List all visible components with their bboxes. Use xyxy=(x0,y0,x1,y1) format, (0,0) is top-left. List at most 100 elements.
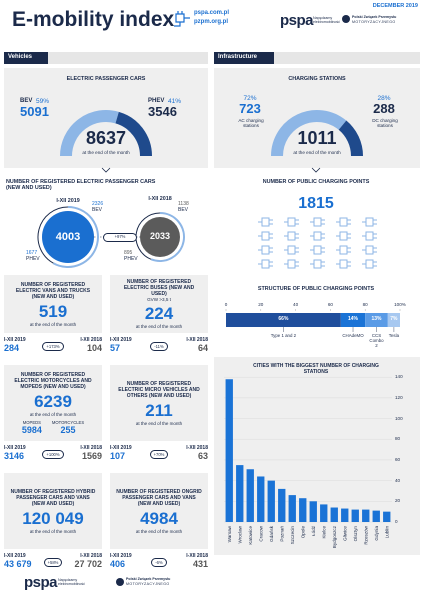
segment-name: CHAdeMO xyxy=(342,333,364,338)
plug-icon xyxy=(258,231,273,241)
x-tick-label: Bydgoszcz xyxy=(332,525,337,548)
panel-title: NUMBER OF REGISTERED ELECTRIC VANS AND T… xyxy=(15,281,91,300)
plug-icon xyxy=(284,231,299,241)
x-tick-label: Gdynia xyxy=(374,526,379,541)
change-pill: +100% xyxy=(42,450,64,459)
panel-title: CHARGING STATIONS xyxy=(288,76,346,82)
period-value: 431 xyxy=(192,559,208,569)
period-label: I-XII 2019 xyxy=(4,337,26,343)
phev-count: 1677 xyxy=(26,250,38,256)
period-value: 27 702 xyxy=(74,559,102,569)
comparison: I-XII 2019 406 -6% I-XII 2018 431 xyxy=(110,553,208,569)
gauge-segment xyxy=(271,110,347,157)
page-title: E-mobility index xyxy=(12,8,175,31)
caption: at the end of the month xyxy=(29,411,77,417)
x-tick-label: Kielce xyxy=(321,526,326,539)
plug-icon xyxy=(258,217,273,227)
period-value: 104 xyxy=(86,343,102,353)
period-label: I-XII 2018 xyxy=(186,445,208,451)
caption: at the end of the month xyxy=(29,528,77,534)
x-tick-label: Olsztyn xyxy=(353,526,358,542)
panel-subtitle: GVW >3,5 t xyxy=(147,297,171,302)
gauge-segment xyxy=(60,110,119,157)
y-tick-label: 0 xyxy=(395,519,398,524)
period: I-XII 2019 3146 xyxy=(4,445,26,461)
plug-icon xyxy=(336,231,351,241)
bar xyxy=(362,509,370,522)
period: I-XII 2018 63 xyxy=(186,445,208,461)
period-label: I-XII 2019 xyxy=(110,337,132,343)
period-label: I-XII 2018 xyxy=(148,196,172,202)
period-label: I-XII 2018 xyxy=(80,445,102,451)
legend-label: PHEV xyxy=(148,98,165,104)
phev-arc xyxy=(37,206,68,264)
y-tick-label: 40 xyxy=(395,477,401,483)
x-tick-label: Warsaw xyxy=(227,525,232,542)
caption: at the end of the month xyxy=(135,324,183,329)
period: I-XII 2019 43 679 xyxy=(4,553,32,569)
caption: at the end of the month xyxy=(82,150,130,155)
change-pill: +70% xyxy=(149,450,169,459)
period-value: 57 xyxy=(110,343,121,353)
plug-icon xyxy=(336,259,351,269)
total: 1011 xyxy=(297,128,337,148)
period: I-XII 2018 27 702 xyxy=(74,553,102,569)
phev-count: 895 xyxy=(124,250,133,256)
caption: at the end of the month xyxy=(135,528,183,534)
value-label: 13% xyxy=(371,316,382,322)
logo: pspa xyxy=(280,12,314,29)
stat-panel: NUMBER OF REGISTERED ELECTRIC MOTORCYCLE… xyxy=(4,365,102,441)
section-title: Vehicles xyxy=(8,54,33,60)
legend-label: AC charging stations xyxy=(238,118,264,129)
bar xyxy=(236,465,244,522)
section-heading: NUMBER OF PUBLIC CHARGING POINTS xyxy=(262,179,370,185)
stat-panel: NUMBER OF REGISTERED ELECTRIC VANS AND T… xyxy=(4,275,102,333)
period-value: 406 xyxy=(110,559,126,569)
period: I-XII 2018 64 xyxy=(186,337,208,353)
bar-segment xyxy=(340,313,366,327)
comparison: I-XII 2019 57 -11% I-XII 2018 64 xyxy=(110,337,208,353)
period-label: I-XII 2019 xyxy=(110,445,132,451)
x-tick-label: 0 xyxy=(224,302,228,307)
change-pill: -6% xyxy=(151,558,167,567)
change-pill: +173% xyxy=(42,342,64,351)
y-tick-label: 140 xyxy=(395,374,403,380)
comparison: I-XII 2019 3146 +100% I-XII 2018 1569 xyxy=(4,445,102,461)
chart-title: CITIES WITH THE BIGGEST NUMBER OF CHARGI… xyxy=(253,363,379,375)
caption: at the end of the month xyxy=(293,150,341,155)
x-tick-label: Gliwice xyxy=(342,526,347,541)
bev-label: BEV xyxy=(178,207,189,213)
breakdown: MOPEDS 5984 MOTORCYCLES 255 xyxy=(22,420,84,435)
partner-logo xyxy=(116,578,124,586)
plug-icon xyxy=(362,231,377,241)
x-tick-label: Katowice xyxy=(248,526,253,545)
total-circle xyxy=(140,217,180,257)
share-label: 59% xyxy=(36,98,50,105)
stat-panel: NUMBER OF REGISTERED HYBRID PASSENGER CA… xyxy=(4,473,102,549)
legend-label: DC charging stations xyxy=(372,118,398,129)
bar xyxy=(257,476,265,522)
partner-logo xyxy=(342,15,350,23)
bev-count: 2326 xyxy=(92,201,104,207)
comparison: I-XII 2019 43 679 +58% I-XII 2018 27 702 xyxy=(4,553,102,569)
bar xyxy=(246,469,254,522)
x-tick-label: 100% xyxy=(394,302,406,307)
stat-panel: NUMBER OF REGISTERED ONGRID PASSENGER CA… xyxy=(110,473,208,549)
bev-arc xyxy=(150,212,185,262)
x-tick-label: Gdańsk xyxy=(269,525,274,542)
breakdown-name: MOPEDS xyxy=(22,419,41,425)
bar xyxy=(372,510,380,522)
total: 211 xyxy=(145,400,173,420)
period: I-XII 2018 104 xyxy=(80,337,102,353)
bev-label: BEV xyxy=(92,207,103,213)
plug-icon xyxy=(336,217,351,227)
y-tick-label: 120 xyxy=(395,394,403,400)
y-tick-label: 100 xyxy=(395,415,403,421)
period-label: I-XII 2018 xyxy=(186,337,208,343)
x-tick-label: 80 xyxy=(362,302,368,307)
total: 120 049 xyxy=(22,508,84,528)
period-value: 284 xyxy=(4,343,20,353)
partner-name: MOTORYZACYJNEGO xyxy=(352,20,396,24)
gauge-segment xyxy=(115,111,152,157)
